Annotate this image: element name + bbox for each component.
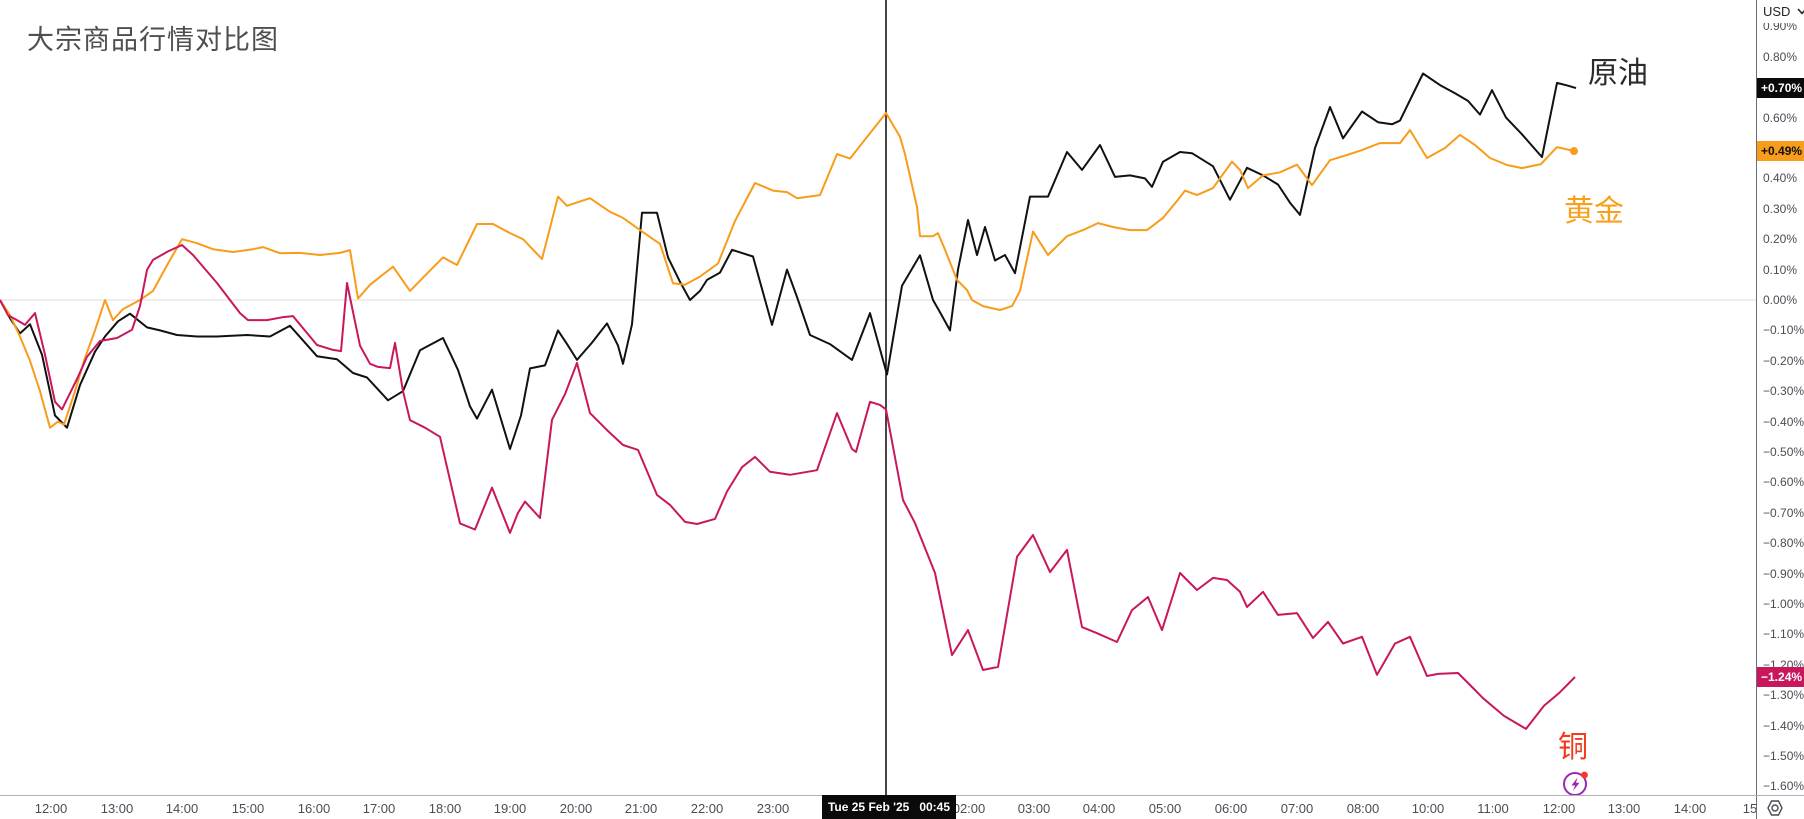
price-axis-tick: −1.00% [1763, 597, 1804, 611]
price-axis-tick: −1.10% [1763, 627, 1804, 642]
time-axis-tick: 17:00 [362, 801, 396, 816]
price-axis-tick: 0.80% [1763, 49, 1798, 64]
price-axis-tick: −0.80% [1763, 536, 1804, 551]
time-axis-tick: 07:00 [1280, 801, 1314, 816]
price-axis-tick: −1.50% [1763, 749, 1804, 763]
gold-series-line [0, 112, 1575, 429]
time-axis-tick: 21:00 [624, 801, 658, 816]
time-axis-tick: 22:00 [690, 801, 724, 816]
price-axis-tick: −0.10% [1763, 323, 1804, 338]
time-axis-tick: 19:00 [493, 801, 527, 816]
time-axis-tick: 15 [1742, 801, 1758, 816]
crosshair-time-badge: Tue 25 Feb '25 00:45 [822, 795, 956, 819]
time-axis-tick: 12:00 [34, 801, 68, 816]
price-axis-tick: 0.60% [1763, 110, 1798, 125]
price-axis-separator [1756, 0, 1757, 819]
notification-dot [1581, 771, 1588, 779]
gold-last-point-marker [1570, 147, 1578, 156]
currency-selector[interactable]: USD [1757, 0, 1804, 23]
time-axis-tick: 16:00 [297, 801, 331, 816]
oil-price-badge: +0.70% [1757, 78, 1804, 99]
price-axis-tick: 0.20% [1763, 232, 1798, 247]
currency-label: USD [1763, 4, 1791, 19]
price-axis-tick: 0.30% [1763, 201, 1798, 216]
time-axis-tick: 14:00 [1673, 801, 1707, 816]
price-axis-tick: −0.50% [1763, 445, 1804, 459]
price-axis-tick: 0.00% [1763, 293, 1798, 307]
lightning-bolt-icon [1571, 777, 1580, 791]
price-axis-tick: −0.60% [1763, 475, 1804, 490]
price-axis-tick: −1.30% [1763, 688, 1804, 703]
lightning-alert-icon[interactable] [1561, 768, 1591, 803]
price-axis-tick: 0.10% [1763, 262, 1798, 277]
price-axis-tick: −0.70% [1763, 505, 1804, 520]
price-axis-tick: −0.30% [1763, 384, 1804, 399]
time-axis-tick: 10:00 [1411, 801, 1445, 816]
time-axis-tick: 11:00 [1477, 801, 1509, 816]
copper-series-line [0, 244, 1576, 730]
time-axis-tick: 02:00 [952, 801, 986, 816]
time-axis-tick: 20:00 [559, 801, 593, 816]
page-title: 大宗商品行情对比图 [27, 25, 279, 55]
price-axis-tick: −0.20% [1763, 353, 1804, 368]
axis-settings-button[interactable] [1766, 799, 1784, 819]
time-axis-tick: 04:00 [1082, 801, 1116, 816]
time-axis-tick: 15:00 [231, 801, 265, 816]
copper-price-badge: −1.24% [1757, 666, 1804, 687]
series-label-gold: 黄金 [1564, 195, 1624, 228]
time-axis-tick: 12:00 [1542, 801, 1576, 816]
price-axis-tick: 0.40% [1763, 171, 1798, 186]
crosshair-time: 00:45 [919, 800, 951, 814]
price-axis-tick: −1.60% [1763, 779, 1804, 794]
chevron-down-icon [1797, 8, 1804, 15]
gear-icon [1767, 800, 1783, 816]
time-axis-tick: 08:00 [1346, 801, 1380, 816]
time-axis-tick: 14:00 [165, 801, 199, 816]
time-axis-tick: 18:00 [428, 801, 462, 816]
gold-price-badge: +0.49% [1757, 141, 1804, 162]
oil-series-line [0, 72, 1577, 450]
price-axis-tick: −0.40% [1763, 414, 1804, 429]
time-axis-tick: 03:00 [1017, 801, 1051, 816]
time-axis-tick: 23:00 [756, 801, 790, 816]
time-axis-tick: 13:00 [1607, 801, 1641, 816]
time-axis-tick: 05:00 [1148, 801, 1182, 816]
crosshair-date: Tue 25 Feb '25 [827, 800, 910, 814]
time-axis-tick: 13:00 [100, 801, 134, 816]
price-axis-tick: −0.90% [1763, 566, 1804, 581]
series-label-oil: 原油 [1588, 57, 1648, 90]
series-label-copper: 铜 [1558, 731, 1588, 764]
price-axis-tick: −1.40% [1763, 718, 1804, 733]
time-axis-tick: 06:00 [1214, 801, 1248, 816]
